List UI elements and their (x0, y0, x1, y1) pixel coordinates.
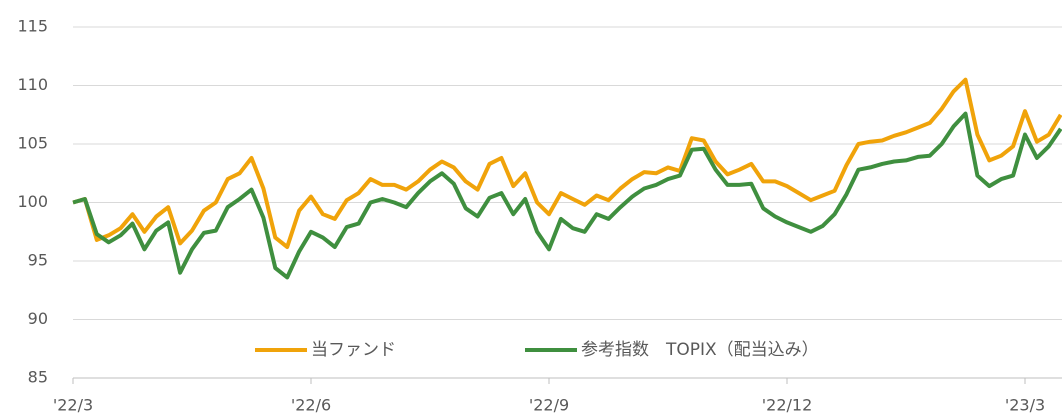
data-line (72, 111, 1062, 280)
legend-label: 当ファンド (311, 340, 396, 360)
y-tick-label: 105 (17, 134, 48, 153)
data-line (72, 77, 1062, 249)
y-tick-label: 95 (28, 251, 48, 270)
x-tick-label: '22/9 (529, 396, 569, 415)
y-tick-label: 85 (28, 368, 48, 387)
y-tick-label: 100 (17, 192, 48, 211)
x-tick-label: '22/6 (291, 396, 331, 415)
x-tick-label: '22/12 (762, 396, 813, 415)
x-tick-label: '22/3 (53, 396, 93, 415)
legend-label: 参考指数 TOPIX（配当込み） (581, 340, 819, 360)
x-tick-label: '23/3 (1005, 396, 1045, 415)
y-tick-label: 110 (17, 75, 48, 94)
y-tick-label: 115 (17, 17, 48, 36)
y-tick-label: 90 (28, 309, 48, 328)
